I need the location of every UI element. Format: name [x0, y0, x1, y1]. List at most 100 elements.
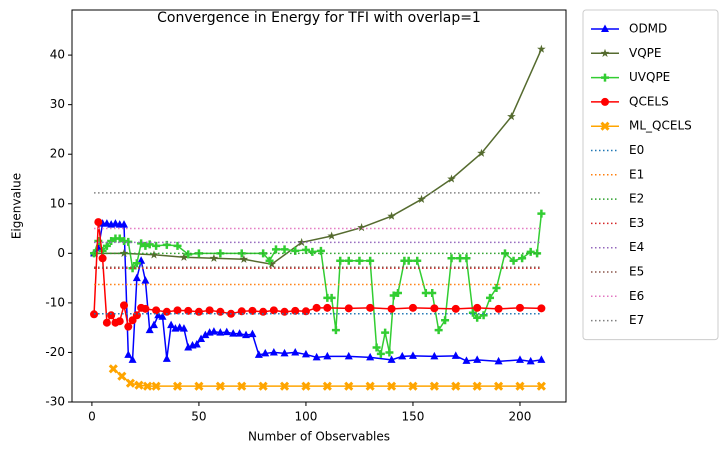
marker: [494, 304, 503, 313]
marker: [137, 256, 146, 264]
marker: [201, 330, 210, 339]
marker: [473, 355, 482, 363]
marker: [98, 254, 107, 263]
x-tick-label: 100: [294, 410, 317, 424]
marker: [355, 256, 364, 265]
marker: [336, 256, 345, 265]
y-tick-label: 20: [50, 147, 65, 161]
marker: [389, 291, 398, 300]
marker: [537, 355, 546, 363]
marker: [117, 371, 127, 381]
marker: [141, 241, 150, 250]
marker: [323, 351, 332, 360]
x-tick-label: 150: [402, 410, 425, 424]
marker: [398, 351, 407, 360]
marker: [515, 355, 524, 363]
legend-label: ML_QCELS: [629, 119, 692, 133]
marker: [344, 351, 353, 360]
marker: [237, 307, 246, 316]
marker: [366, 256, 375, 265]
marker: [90, 310, 99, 319]
marker: [162, 307, 171, 316]
y-tick-label: -10: [45, 295, 65, 309]
marker: [145, 240, 154, 249]
marker: [376, 349, 385, 358]
marker: [119, 248, 129, 257]
marker: [509, 256, 518, 265]
marker: [179, 252, 189, 261]
marker: [248, 329, 257, 338]
marker: [492, 284, 501, 293]
marker: [134, 380, 144, 390]
marker: [537, 209, 546, 218]
marker: [145, 325, 154, 334]
marker: [473, 313, 482, 322]
marker: [222, 327, 231, 336]
marker: [194, 381, 204, 391]
x-tick-label: 200: [509, 410, 532, 424]
marker: [149, 250, 159, 259]
marker: [387, 355, 396, 363]
marker: [601, 97, 609, 106]
marker: [108, 364, 118, 374]
marker: [404, 256, 413, 265]
marker: [107, 311, 116, 320]
marker: [239, 254, 249, 263]
marker: [316, 246, 325, 255]
marker: [197, 334, 206, 343]
marker: [451, 304, 460, 313]
marker: [601, 73, 609, 82]
marker: [102, 318, 111, 327]
marker: [216, 328, 225, 336]
y-tick-label: 10: [50, 196, 65, 210]
marker: [173, 241, 182, 250]
marker: [381, 328, 390, 337]
marker: [141, 276, 150, 284]
marker: [184, 250, 193, 259]
marker: [365, 381, 375, 391]
marker: [366, 352, 375, 361]
y-tick-label: -30: [45, 395, 65, 409]
legend-label: E2: [629, 192, 644, 206]
marker: [115, 317, 124, 326]
marker: [301, 245, 310, 254]
marker: [494, 381, 504, 391]
marker: [124, 322, 133, 331]
marker: [152, 241, 161, 250]
marker: [184, 342, 193, 351]
marker: [372, 343, 381, 352]
marker: [269, 306, 278, 315]
marker: [120, 220, 129, 228]
legend-label: UVQPE: [629, 70, 670, 84]
marker: [515, 381, 525, 391]
marker: [393, 288, 402, 297]
marker: [327, 293, 336, 302]
legend-label: ODMD: [629, 22, 667, 36]
marker: [235, 329, 244, 337]
series-line: [93, 222, 542, 329]
marker: [600, 48, 610, 57]
marker: [441, 316, 450, 325]
series-line: [94, 48, 543, 266]
marker: [428, 288, 437, 297]
marker: [472, 381, 482, 391]
legend-label: E6: [629, 289, 644, 303]
marker: [308, 247, 317, 256]
marker: [322, 381, 332, 391]
marker: [462, 356, 471, 364]
legend-label: E3: [629, 216, 644, 230]
legend-label: E1: [629, 167, 644, 181]
marker: [269, 347, 278, 356]
marker: [479, 311, 488, 320]
marker: [124, 350, 133, 358]
marker: [167, 320, 176, 329]
marker: [237, 381, 247, 391]
marker: [115, 234, 124, 243]
marker: [312, 303, 321, 312]
marker: [600, 121, 610, 131]
marker: [451, 381, 461, 391]
marker: [271, 245, 280, 254]
marker: [537, 44, 546, 53]
marker: [216, 307, 225, 316]
